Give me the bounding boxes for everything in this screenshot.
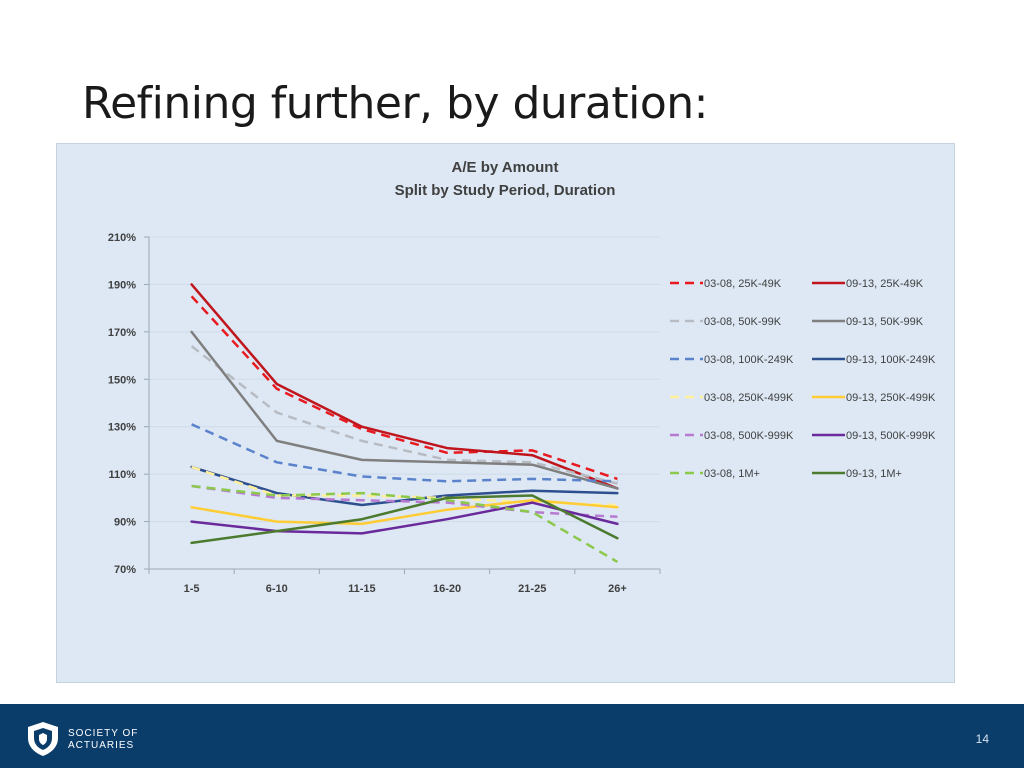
y-tick-label: 210% xyxy=(108,232,136,244)
legend-label: 03-08, 25K-49K xyxy=(704,278,782,290)
y-tick-label: 90% xyxy=(114,517,136,529)
x-tick-label: 11-15 xyxy=(348,583,376,595)
legend-label: 09-13, 50K-99K xyxy=(846,316,924,328)
org-name: SOCIETY OF ACTUARIES xyxy=(68,728,139,751)
page-number: 14 xyxy=(975,732,989,746)
legend-label: 09-13, 25K-49K xyxy=(846,278,924,290)
y-tick-label: 190% xyxy=(108,279,136,291)
legend-label: 03-08, 50K-99K xyxy=(704,316,782,328)
y-tick-label: 70% xyxy=(114,564,136,576)
series-line-3 xyxy=(190,330,619,490)
legend-label: 09-13, 250K-499K xyxy=(846,392,936,404)
y-tick-label: 110% xyxy=(108,469,136,481)
legend-label: 03-08, 100K-249K xyxy=(704,354,794,366)
line-chart: A/E by Amount Split by Study Period, Dura… xyxy=(108,159,936,595)
legend-label: 03-08, 500K-999K xyxy=(704,430,794,442)
series-line-11 xyxy=(190,494,619,545)
legend-label: 09-13, 1M+ xyxy=(846,468,902,480)
society-of-actuaries-logo-icon xyxy=(28,722,58,756)
chart-panel: A/E by Amount Split by Study Period, Dura… xyxy=(56,143,955,683)
y-tick-label: 170% xyxy=(108,327,136,339)
series-line-0 xyxy=(190,295,618,481)
x-tick-label: 1-5 xyxy=(184,583,200,595)
x-tick-label: 6-10 xyxy=(266,583,288,595)
series-line-1 xyxy=(190,283,619,490)
chart-subtitle: Split by Study Period, Duration xyxy=(395,182,616,199)
x-tick-label: 26+ xyxy=(608,583,627,595)
series-line-10 xyxy=(191,484,619,563)
series-line-4 xyxy=(191,423,618,483)
slide-title: Refining further, by duration: xyxy=(82,78,708,129)
footer-bar: SOCIETY OF ACTUARIES 14 xyxy=(0,704,1024,768)
y-tick-label: 130% xyxy=(108,422,136,434)
chart-title: A/E by Amount xyxy=(452,159,559,176)
series-line-8 xyxy=(191,484,618,519)
legend-label: 03-08, 250K-499K xyxy=(704,392,794,404)
legend-label: 09-13, 500K-999K xyxy=(846,430,936,442)
series-line-5 xyxy=(190,465,619,507)
legend-label: 09-13, 100K-249K xyxy=(846,354,936,366)
series-line-2 xyxy=(190,345,618,485)
x-tick-label: 16-20 xyxy=(433,583,461,595)
legend-label: 03-08, 1M+ xyxy=(704,468,760,480)
series-line-9 xyxy=(190,501,619,535)
x-tick-label: 21-25 xyxy=(518,583,546,595)
y-tick-label: 150% xyxy=(108,374,136,386)
